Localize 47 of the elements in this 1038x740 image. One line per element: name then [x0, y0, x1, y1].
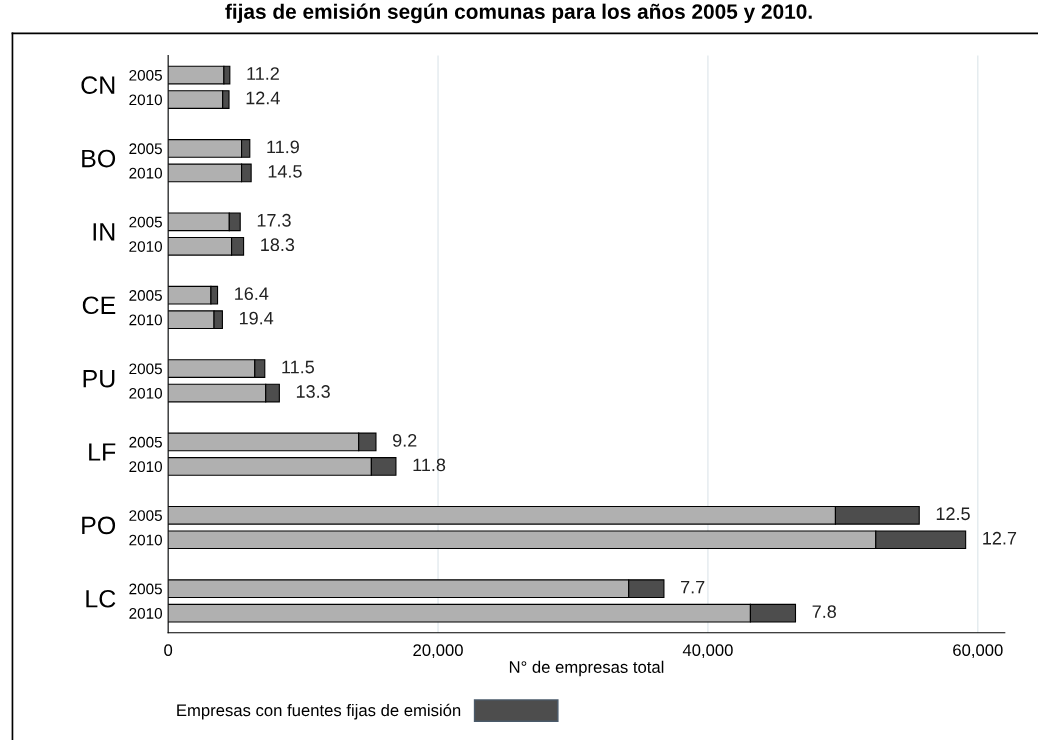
annotation: 14.5 [268, 165, 302, 178]
x-tick-label: 0 [164, 644, 173, 657]
y-tick-label: 2005 [129, 69, 162, 81]
x-tick-label: 40,000 [682, 644, 733, 659]
y-tick-label: 2010 [129, 94, 163, 106]
y-tick-label: 2005 [129, 216, 162, 228]
text: LF [89, 443, 116, 461]
y-tick-label: 2005 [129, 143, 162, 155]
annotation: 11.8 [413, 458, 446, 472]
chart-title: fijas de emisión según comunas para los años 2005 y 2010. [225, 3, 812, 24]
x-axis-title: N° de empresas total [509, 660, 664, 677]
annotation: 11.9 [267, 140, 299, 154]
annotation: 17.3 [257, 213, 291, 227]
y-tick-label: 2005 [129, 290, 162, 301]
annotation: 19.4 [239, 311, 274, 325]
y-tick-label: 2010 [129, 387, 163, 399]
annotation: 12.7 [983, 531, 1017, 545]
y-tick-label: 2010 [129, 314, 163, 326]
annotation: 18.3 [261, 238, 295, 252]
annotation: 13.3 [296, 385, 330, 398]
annotation: 12.4 [246, 91, 280, 105]
text: PU [83, 370, 115, 388]
annotation: 11.2 [247, 67, 279, 80]
y-tick-label: 2005 [129, 583, 162, 595]
annotation: 16.4 [235, 287, 269, 301]
y-tick-label: 2005 [129, 363, 162, 375]
y-tick-label: 2010 [129, 461, 163, 473]
y-tick-label: 2005 [129, 436, 162, 448]
y-tick-label: 2010 [129, 241, 163, 252]
annotation: 9.2 [393, 433, 417, 447]
text: LC [86, 589, 116, 608]
text: CE [82, 296, 116, 315]
text: BO [82, 149, 116, 168]
y-tick-label: 2010 [129, 534, 163, 546]
text: CN [81, 76, 115, 95]
text: PO [82, 516, 116, 535]
annotation: 7.8 [812, 605, 836, 618]
annotation: 11.5 [282, 360, 315, 374]
y-tick-label: 2010 [129, 167, 163, 179]
y-tick-label: 2010 [129, 608, 163, 619]
text: IN [93, 223, 115, 241]
x-tick-label: 60,000 [953, 644, 1003, 659]
x-tick-label: 20,000 [413, 644, 463, 659]
legend-label: Empresas con fuentes fijas de emisión [177, 703, 461, 720]
annotation: 12.5 [936, 507, 970, 521]
y-tick-label: 2005 [129, 510, 162, 521]
annotation: 7.7 [681, 580, 705, 594]
